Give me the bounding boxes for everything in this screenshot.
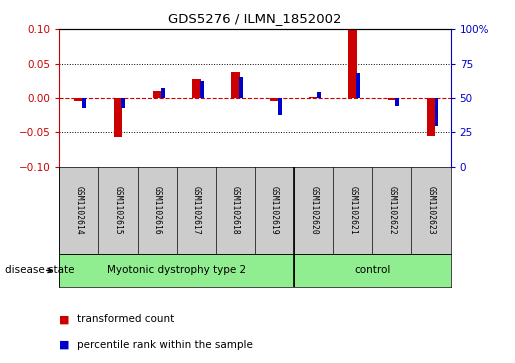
Bar: [200, 81, 203, 98]
Text: GSM1102615: GSM1102615: [113, 186, 123, 235]
Text: GSM1102621: GSM1102621: [348, 186, 357, 235]
Text: GSM1102618: GSM1102618: [231, 186, 240, 235]
Bar: [278, 98, 282, 115]
Bar: [435, 98, 438, 126]
Bar: [270, 98, 279, 101]
Text: GSM1102622: GSM1102622: [387, 186, 397, 235]
Bar: [114, 98, 122, 137]
Bar: [239, 77, 243, 98]
Text: GSM1102614: GSM1102614: [74, 186, 83, 235]
Bar: [82, 98, 86, 108]
Text: GSM1102619: GSM1102619: [270, 186, 279, 235]
Bar: [153, 91, 161, 98]
Text: Myotonic dystrophy type 2: Myotonic dystrophy type 2: [107, 265, 246, 276]
Title: GDS5276 / ILMN_1852002: GDS5276 / ILMN_1852002: [168, 12, 341, 25]
Bar: [59, 254, 294, 287]
Bar: [310, 97, 318, 98]
Text: GSM1102617: GSM1102617: [192, 186, 201, 235]
Text: GSM1102623: GSM1102623: [426, 186, 436, 235]
Text: ■: ■: [59, 340, 73, 350]
Bar: [317, 93, 321, 98]
Text: GSM1102620: GSM1102620: [309, 186, 318, 235]
Text: disease state: disease state: [5, 265, 75, 276]
Text: transformed count: transformed count: [77, 314, 175, 325]
Bar: [192, 79, 200, 98]
Bar: [75, 98, 83, 101]
Text: ■: ■: [59, 314, 73, 325]
Bar: [122, 98, 125, 108]
Bar: [294, 254, 451, 287]
Bar: [427, 98, 435, 136]
Bar: [356, 73, 360, 98]
Bar: [388, 98, 396, 100]
Bar: [161, 88, 164, 98]
Text: GSM1102616: GSM1102616: [152, 186, 162, 235]
Text: percentile rank within the sample: percentile rank within the sample: [77, 340, 253, 350]
Text: control: control: [354, 265, 390, 276]
Bar: [396, 98, 399, 106]
Bar: [349, 29, 357, 98]
Bar: [231, 72, 239, 98]
